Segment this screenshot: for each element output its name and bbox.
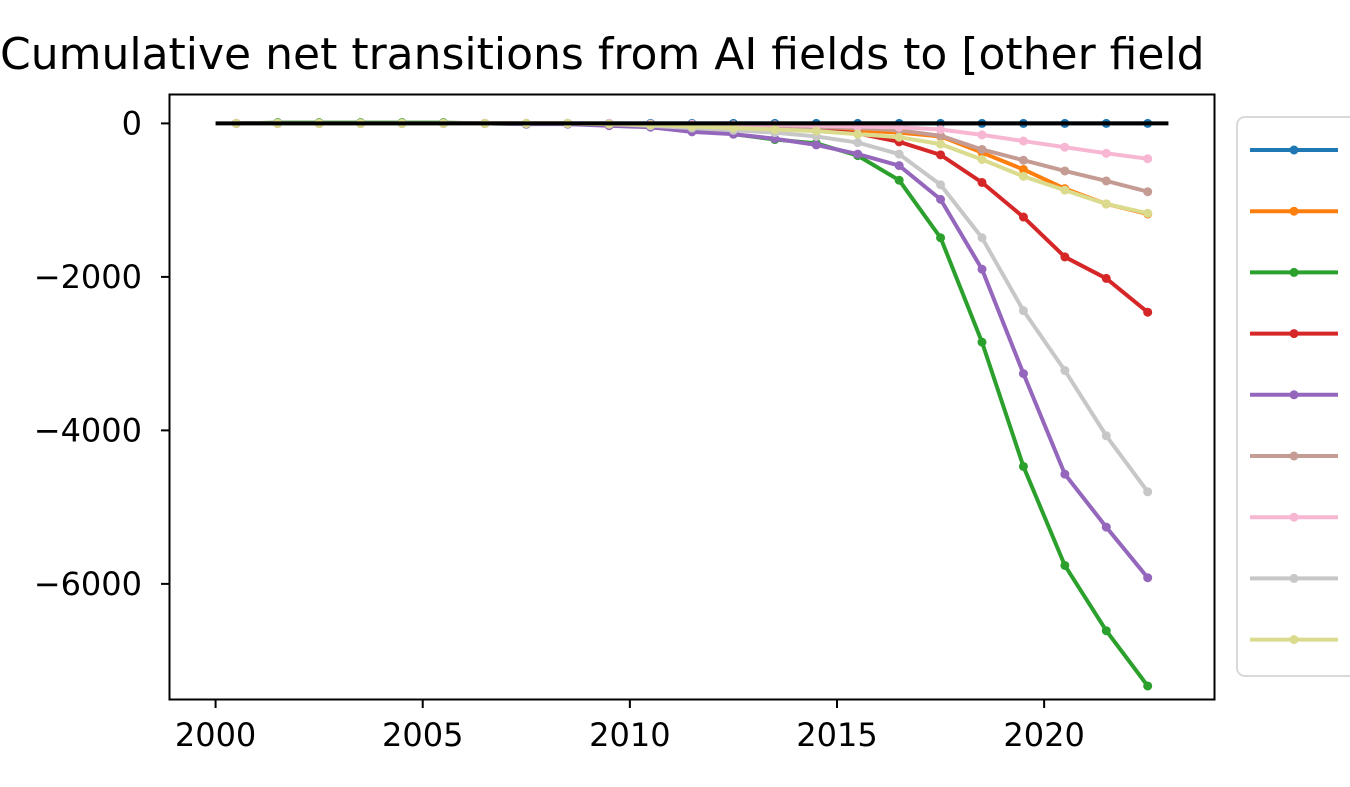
data-point [1060, 469, 1070, 479]
data-point [936, 194, 946, 204]
x-tick-label: 2015 [796, 716, 877, 754]
data-point [1101, 273, 1111, 283]
y-tick-label: 0 [122, 104, 142, 142]
data-point [1101, 176, 1111, 186]
data-point [1018, 461, 1028, 471]
data-point [894, 175, 904, 185]
data-point [1143, 208, 1153, 218]
data-point [811, 140, 821, 150]
data-point [1060, 366, 1070, 376]
series-4 [231, 118, 1153, 317]
data-point [853, 149, 863, 159]
legend-entry-marker [1289, 267, 1299, 277]
data-point [1018, 155, 1028, 165]
data-point [1018, 306, 1028, 316]
y-tick-label: −4000 [34, 411, 142, 449]
data-point [728, 123, 738, 133]
data-point [1101, 626, 1111, 636]
data-point [811, 126, 821, 136]
data-point [1143, 154, 1153, 164]
series-3 [231, 118, 1153, 691]
x-tick-label: 2010 [589, 716, 670, 754]
data-point [1018, 369, 1028, 379]
x-tick-label: 2005 [382, 716, 463, 754]
data-point [1143, 681, 1153, 691]
data-point [770, 125, 780, 135]
series-5 [231, 118, 1153, 583]
data-point [853, 129, 863, 139]
data-point [936, 150, 946, 160]
data-point [1143, 573, 1153, 583]
data-point [1101, 148, 1111, 158]
data-point [936, 233, 946, 243]
data-point [1018, 171, 1028, 181]
data-point [1101, 522, 1111, 532]
legend-entry-marker [1289, 451, 1299, 461]
legend-entry-marker [1289, 145, 1299, 155]
data-point [977, 177, 987, 187]
x-tick-label: 2000 [175, 716, 256, 754]
series-line [236, 121, 1149, 314]
data-point [1101, 199, 1111, 209]
data-point [1018, 212, 1028, 222]
series-group [231, 118, 1153, 691]
data-point [1018, 164, 1028, 174]
y-tick-label: −2000 [34, 258, 142, 296]
data-point [1101, 431, 1111, 441]
data-point [1060, 166, 1070, 176]
data-point [894, 149, 904, 159]
legend [1250, 145, 1338, 645]
data-point [977, 264, 987, 274]
data-point [1060, 252, 1070, 262]
data-point [894, 132, 904, 142]
data-point [1143, 307, 1153, 317]
legend-entry-marker [1289, 512, 1299, 522]
series-line [236, 121, 1149, 216]
data-point [1143, 487, 1153, 497]
plot-area-frame [168, 93, 1216, 701]
x-tick-label: 2020 [1003, 716, 1084, 754]
x-axis: 2000 2005 2010 2015 2020 [175, 699, 1085, 754]
series-line [236, 121, 1149, 216]
series-line [236, 121, 1150, 493]
data-point [1018, 136, 1028, 146]
legend-entry-marker [1289, 206, 1299, 216]
y-axis: 0 −2000 −4000 −6000 [34, 104, 170, 603]
data-point [977, 144, 987, 154]
data-point [894, 161, 904, 171]
legend-entry-marker [1289, 329, 1299, 339]
data-point [853, 138, 863, 148]
chart-title: Cumulative net transitions from AI field… [0, 29, 1205, 80]
data-point [977, 154, 987, 164]
legend-entry-marker [1289, 390, 1299, 400]
data-point [936, 139, 946, 149]
data-point [977, 130, 987, 140]
legend-entry-marker [1289, 573, 1299, 583]
legend-entry-marker [1289, 635, 1299, 645]
data-point [1143, 187, 1153, 197]
data-point [936, 125, 946, 135]
y-tick-label: −6000 [34, 565, 142, 603]
data-point [1060, 142, 1070, 152]
data-point [1060, 185, 1070, 195]
data-point [1060, 560, 1070, 570]
data-point [977, 233, 987, 243]
data-point [936, 180, 946, 190]
data-point [977, 337, 987, 347]
series-line [236, 121, 1150, 580]
